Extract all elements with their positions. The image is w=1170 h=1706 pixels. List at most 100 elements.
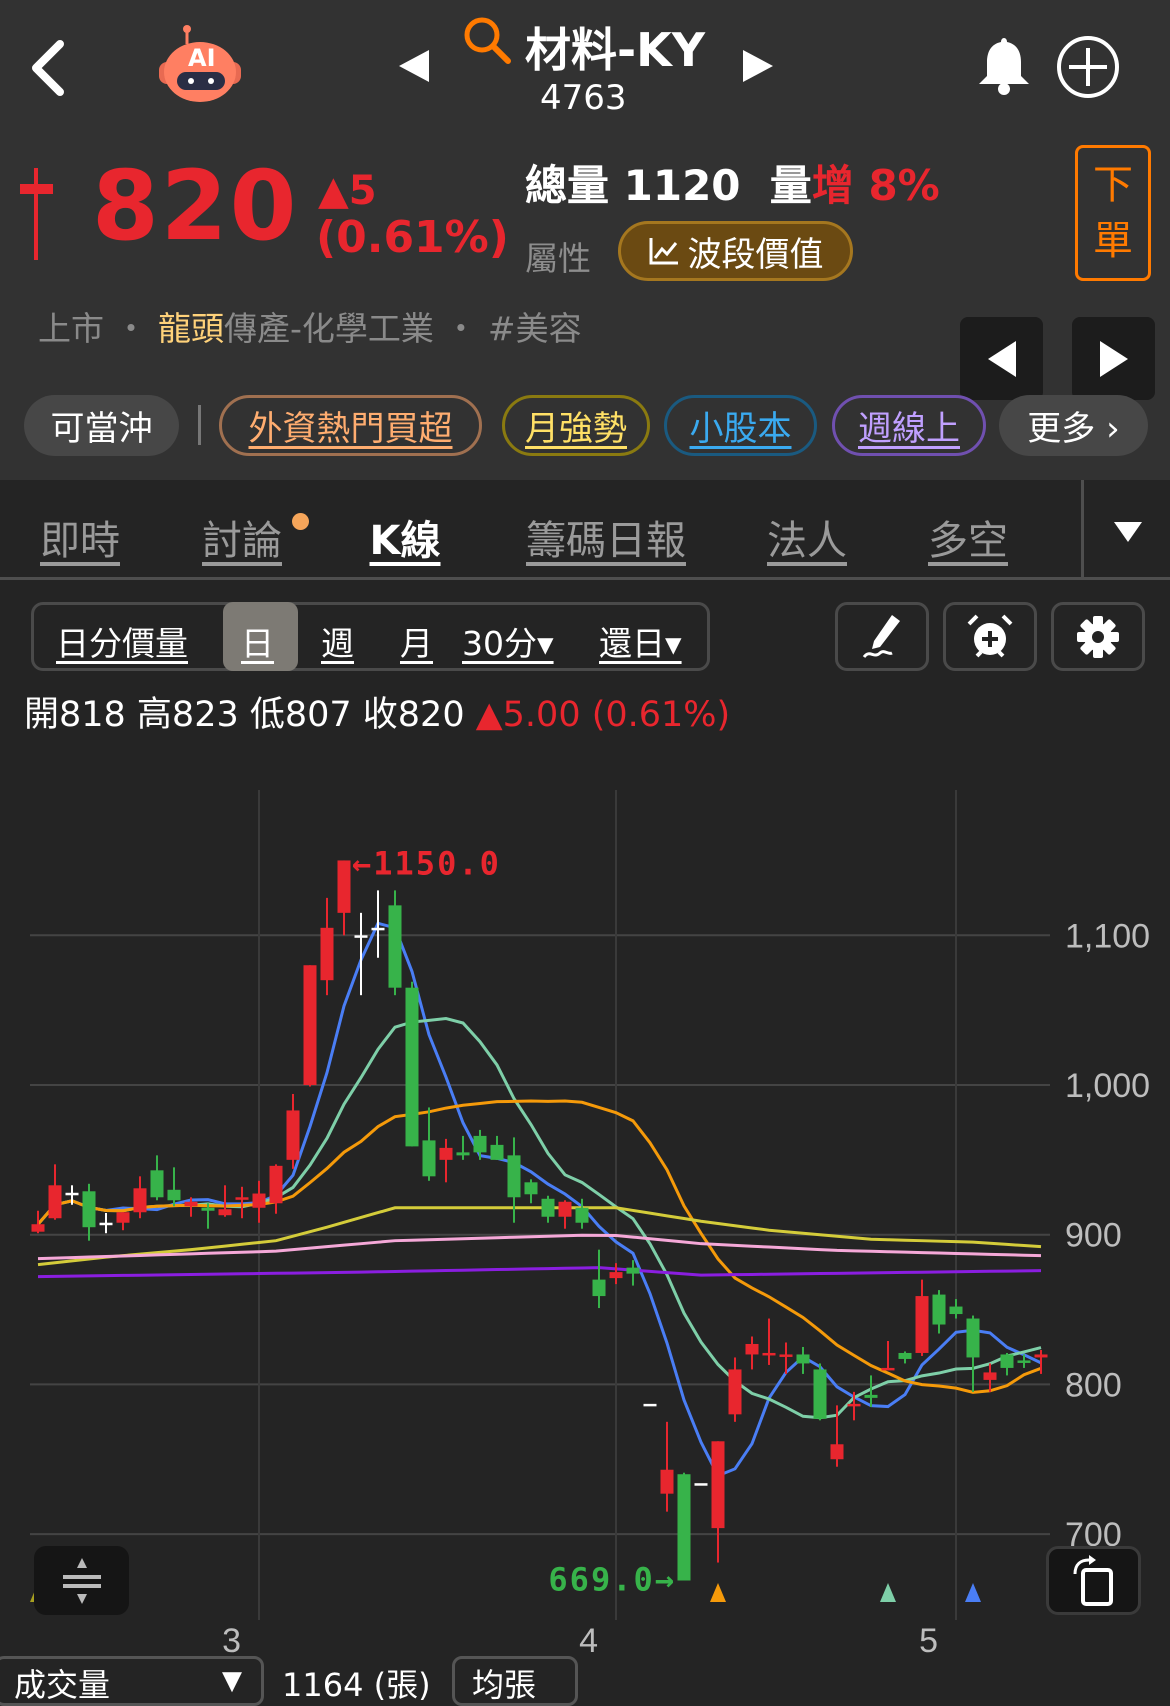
price-adjust-select[interactable]: 還日▾ <box>599 624 682 663</box>
chip-weekly-above[interactable]: 週線上 <box>832 395 986 456</box>
moving-average-line <box>37 1233 1042 1261</box>
pen-icon <box>862 614 900 658</box>
draw-button[interactable] <box>835 602 929 671</box>
period-30min[interactable]: 30分▾ <box>462 624 554 663</box>
notification-dot <box>292 513 309 530</box>
price-change-pct: (0.61%) <box>316 212 509 263</box>
add-circle-icon[interactable] <box>1055 34 1121 100</box>
candle-body <box>643 1403 657 1407</box>
chip-day-trade[interactable]: 可當沖 <box>24 395 179 456</box>
next-button[interactable] <box>1072 317 1155 400</box>
volume-indicator-label: 成交量 <box>14 1666 111 1704</box>
chart-scale-toggle[interactable] <box>34 1546 129 1615</box>
candle-body <box>949 1306 963 1315</box>
alert-button[interactable] <box>943 602 1037 671</box>
chip-small-cap[interactable]: 小股本 <box>664 395 817 456</box>
candle <box>116 1212 130 1231</box>
average-lot-label: 均張 <box>472 1666 537 1704</box>
candle <box>422 1107 436 1181</box>
place-order-button[interactable]: 下單 <box>1075 145 1151 281</box>
period-day[interactable]: 日 <box>241 624 274 663</box>
tab-institutional[interactable]: 法人 <box>767 518 847 564</box>
chip-more[interactable]: 更多 › <box>999 395 1148 456</box>
divider <box>198 405 201 445</box>
candle-body <box>269 1165 283 1204</box>
candle <box>473 1129 487 1160</box>
candle <box>813 1363 827 1421</box>
order-label-2: 單 <box>1093 218 1133 264</box>
total-volume: 1120 <box>623 161 741 210</box>
period-intraday[interactable]: 日分價量 <box>56 624 188 663</box>
candle <box>541 1195 555 1223</box>
chip-monthly-strong[interactable]: 月強勢 <box>502 395 650 456</box>
dropdown-icon[interactable]: ▼ <box>222 1666 242 1696</box>
stock-name[interactable]: 材料-KY <box>525 23 706 77</box>
candle-body <box>592 1279 606 1297</box>
tab-kline[interactable]: K線 <box>369 518 441 564</box>
ai-robot-icon[interactable]: AI <box>155 24 245 104</box>
candle-body <box>694 1483 708 1486</box>
prev-button[interactable] <box>960 317 1043 400</box>
tab-long-short[interactable]: 多空 <box>928 518 1008 564</box>
y-tick-label: 800 <box>1065 1366 1122 1404</box>
chip-label: 月強勢 <box>525 409 627 449</box>
candle <box>439 1138 453 1183</box>
candle-body <box>405 987 419 1147</box>
selected-highlight <box>223 602 298 671</box>
candle <box>303 965 317 1087</box>
industry[interactable]: 傳產-化學工業 <box>224 309 434 348</box>
candle <box>48 1164 62 1220</box>
search-icon[interactable] <box>462 15 512 65</box>
candle-body <box>167 1189 181 1201</box>
rotate-screen-button[interactable] <box>1046 1546 1141 1615</box>
candle <box>524 1179 538 1204</box>
candle <box>558 1200 572 1229</box>
wave-value-label: 波段價值 <box>687 234 824 275</box>
candle <box>354 912 368 996</box>
bell-icon[interactable] <box>975 34 1033 96</box>
tab-discussion[interactable]: 討論 <box>202 518 282 564</box>
candle-body <box>286 1110 300 1160</box>
tab-dropdown-icon[interactable] <box>1114 522 1142 544</box>
candle-body <box>728 1369 742 1415</box>
period-week[interactable]: 週 <box>321 624 354 663</box>
period-month[interactable]: 月 <box>400 624 433 663</box>
wave-value-button[interactable]: 波段價值 <box>618 221 853 281</box>
hashtag[interactable]: #美容 <box>487 309 582 348</box>
candle <box>490 1135 504 1160</box>
volume-increase-label-b: 增 <box>811 161 854 210</box>
candle <box>286 1093 300 1169</box>
candle-body <box>31 1224 45 1232</box>
candle-body <box>184 1201 198 1207</box>
leader-tag[interactable]: 龍頭 <box>158 309 224 348</box>
next-stock-icon[interactable] <box>741 50 775 82</box>
candle <box>915 1279 929 1356</box>
candle-body <box>762 1352 776 1356</box>
total-volume-label: 總量 <box>525 161 610 210</box>
tab-bar: 即時 討論 K線 籌碼日報 法人 多空 <box>0 480 1170 580</box>
candle <box>405 981 419 1147</box>
period-selector: 日分價量 日 週 月 30分▾ 還日▾ <box>31 602 710 671</box>
candle-body <box>881 1367 895 1371</box>
divider <box>1081 480 1084 580</box>
ohlc-values: 開818 高823 低807 收820 <box>24 695 465 735</box>
candle <box>983 1363 997 1392</box>
min-price-label: 669.0→ <box>548 1561 676 1599</box>
candle <box>626 1260 640 1286</box>
tab-chip-report[interactable]: 籌碼日報 <box>526 518 686 564</box>
moving-average-line <box>36 1017 1042 1420</box>
candle-body <box>133 1188 147 1213</box>
settings-button[interactable] <box>1051 602 1145 671</box>
volume-info: 總量 1120 量增 8% <box>525 152 940 213</box>
candle <box>388 890 402 996</box>
tab-realtime[interactable]: 即時 <box>40 518 120 564</box>
candle <box>779 1342 793 1374</box>
candle-up-icon <box>20 168 53 260</box>
back-icon[interactable] <box>28 38 68 98</box>
prev-stock-icon[interactable] <box>397 50 431 82</box>
candle <box>677 1472 691 1581</box>
candle-body <box>473 1135 487 1153</box>
sep: ・ <box>114 309 148 348</box>
chip-foreign-buy[interactable]: 外資熱門買超 <box>219 395 482 456</box>
